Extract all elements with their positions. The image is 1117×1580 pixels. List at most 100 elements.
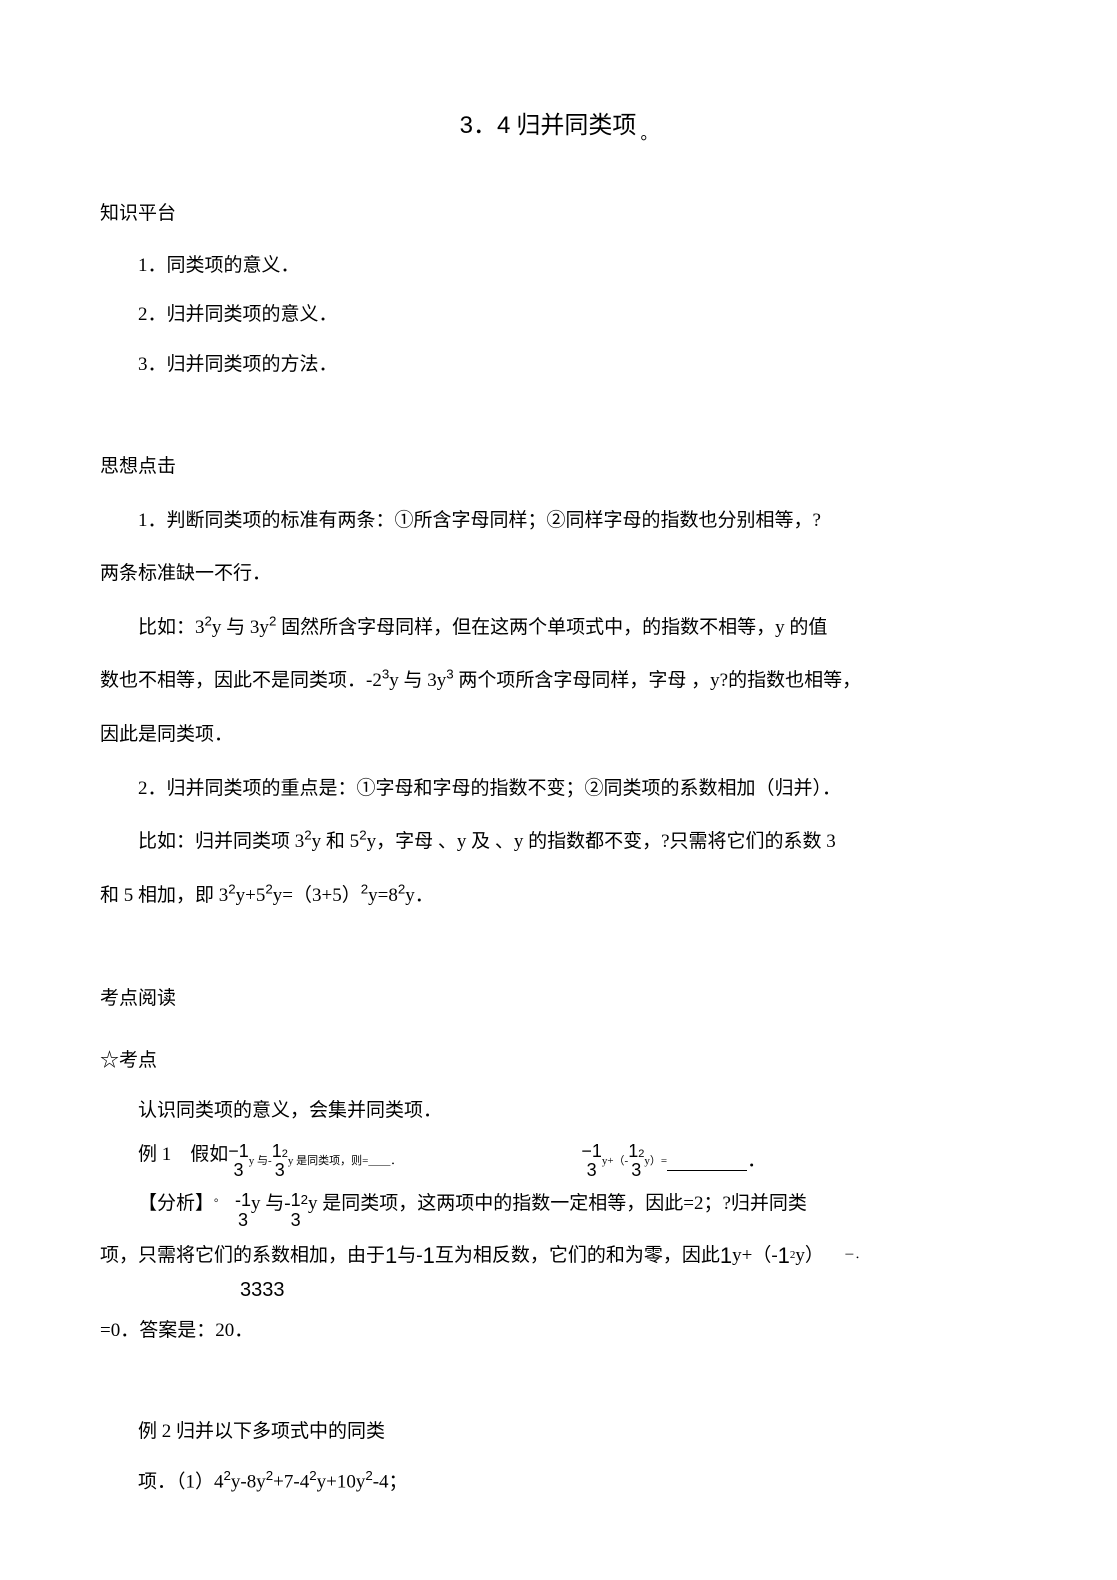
num: 1 [628, 1141, 638, 1161]
paragraph: 两条标准缺一不行． [100, 551, 1017, 597]
fraction: 12 3 [272, 1142, 288, 1182]
list-item: 1．同类项的意义． [100, 245, 1017, 287]
fraction: 12 3 [628, 1142, 644, 1182]
text: 两个项所含字母同样，字母 ，y?的指数也相等， [454, 670, 861, 691]
text: -4； [373, 1471, 408, 1492]
paragraph: 和 5 相加，即 32y+52y=（3+5）2y=82y． [100, 873, 1017, 919]
den: 3 [272, 1161, 288, 1181]
text: y=（3+5） [273, 885, 361, 906]
den: 3 [228, 1161, 249, 1181]
title-number: 3．4 [460, 112, 511, 139]
dot-icon: 。 [214, 1191, 225, 1206]
superscript: 2 [365, 1468, 372, 1483]
num: -1 [235, 1191, 251, 1211]
superscript: 2 [205, 613, 212, 628]
page: 3．4 归并同类项 。 知识平台 1．同类项的意义． 2．归并同类项的意义． 3… [0, 0, 1117, 1571]
tiny-text: y）= [644, 1154, 667, 1169]
fraction: 1 3 [291, 1191, 301, 1231]
den: 3 [235, 1211, 251, 1231]
paragraph: 数也不相等，因此不是同类项．-23y 与 3y3 两个项所含字母同样，字母 ，y… [100, 658, 1017, 704]
superscript: 3 [446, 667, 453, 682]
minus: − [228, 1141, 239, 1161]
example-2-line2: 项．（1）42y-8y2+7-42y+10y2-4； [100, 1461, 1017, 1503]
text: 1．判断同类项的标准有两条：①所含字母同样；②同样字母的指数也分别相等，? [138, 510, 821, 531]
text: 两条标准缺一不行． [100, 563, 271, 584]
paragraph: 1．判断同类项的标准有两条：①所含字母同样；②同样字母的指数也分别相等，? [100, 498, 1017, 544]
title-suffix: 。 [636, 124, 657, 143]
text: y 与 3y [389, 670, 446, 691]
text: y 与 3y [212, 617, 269, 638]
text: y+5 [236, 885, 266, 906]
text: y 和 5 [312, 831, 360, 852]
num: 1 [423, 1241, 435, 1272]
tiny-text: y+（- [602, 1154, 628, 1169]
text: y=8 [368, 885, 398, 906]
text: 项，只需将它们的系数相加，由于 [100, 1243, 385, 1270]
superscript: 2 [309, 1468, 316, 1483]
text: －． [844, 1248, 866, 1263]
example-1-row: 例 1 假如 −1 3 y 与- 12 3 y 是同类项，则=____． −1 … [100, 1142, 1017, 1182]
paragraph: 比如：32y 与 3y2 固然所含字母同样，但在这两个单项式中，的指数不相等，y… [100, 605, 1017, 651]
text: y+10y [317, 1471, 366, 1492]
section-heading-knowledge: 知识平台 [100, 193, 1017, 235]
num: 1 [272, 1141, 282, 1161]
text: y） [795, 1243, 824, 1270]
analysis-label: 【分析】 [138, 1191, 214, 1218]
superscript: 2 [265, 881, 272, 896]
minus: − [581, 1141, 592, 1161]
text: y+（- [732, 1243, 778, 1270]
intro-text: 认识同类项的意义，会集并同类项． [100, 1090, 1017, 1132]
page-title: 3．4 归并同类项 。 [100, 100, 1017, 153]
text: 项．（1）4 [138, 1471, 224, 1492]
text: +7-4 [273, 1471, 309, 1492]
list-item: 3．归并同类项的方法． [100, 344, 1017, 386]
continuation-row: 项，只需将它们的系数相加，由于 1 与- 1 互为相反数，它们的和为零，因此 1… [100, 1241, 1017, 1272]
superscript: 2 [304, 828, 311, 843]
text: y-8y [231, 1471, 266, 1492]
text: 数也不相等，因此不是同类项．-2 [100, 670, 382, 691]
den: 3 [291, 1211, 301, 1231]
text: 与- [397, 1243, 422, 1270]
example-2-line1: 例 2 归并以下多项式中的同类 [100, 1411, 1017, 1453]
text: 固然所含字母同样，但在这两个单项式中，的指数不相等，y 的值 [276, 617, 827, 638]
paragraph: 因此是同类项． [100, 712, 1017, 758]
den: 3 [581, 1161, 602, 1181]
title-text: 归并同类项 [510, 113, 636, 139]
text: 2．归并同类项的重点是：①字母和字母的指数不变；②同类项的系数相加（归并）． [138, 778, 841, 799]
text: 和 5 相加，即 3 [100, 885, 228, 906]
section-heading-exam: 考点阅读 [100, 978, 1017, 1020]
tiny-text: y 是同类项，则=____． [288, 1154, 401, 1169]
num: 1 [385, 1241, 397, 1272]
list-item: 2．归并同类项的意义． [100, 294, 1017, 336]
tiny-text: y 与- [249, 1154, 272, 1169]
num: 1 [592, 1141, 602, 1161]
text: 互为相反数，它们的和为零，因此 [435, 1243, 720, 1270]
section-heading-thought: 思想点击 [100, 446, 1017, 488]
text: y 是同类项，这两项中的指数一定相等，因此=2；?归并同类 [308, 1191, 807, 1218]
num: 1 [239, 1141, 249, 1161]
text: y，字母 、y 及 、y 的指数都不变，?只需将它们的系数 3 [367, 831, 836, 852]
paragraph: 比如：归并同类项 32y 和 52y，字母 、y 及 、y 的指数都不变，?只需… [100, 819, 1017, 865]
answer-line: =0．答案是：20． [100, 1308, 1017, 1354]
fraction: −1 3 [228, 1142, 249, 1182]
superscript: 2 [359, 828, 366, 843]
superscript: 2 [301, 1191, 308, 1210]
paragraph: 2．归并同类项的重点是：①字母和字母的指数不变；②同类项的系数相加（归并）． [100, 766, 1017, 812]
den: 3 [628, 1161, 644, 1181]
text: 因此是同类项． [100, 724, 233, 745]
text: 比如：3 [138, 617, 205, 638]
text: y 与- [251, 1191, 291, 1218]
analysis-row: 【分析】 。 -1 3 y 与- 1 3 2 y 是同类项，这两项中的指数一定相… [100, 1191, 1017, 1231]
superscript: 2 [228, 881, 235, 896]
num: 1 [778, 1241, 790, 1272]
num: 1 [291, 1191, 301, 1211]
denominator-row: 3333 [100, 1280, 1017, 1300]
star-point: ☆考点 [100, 1040, 1017, 1082]
text: 比如：归并同类项 3 [138, 831, 304, 852]
num: 1 [720, 1241, 732, 1272]
superscript: 2 [224, 1468, 231, 1483]
blank-line [667, 1151, 747, 1171]
fraction: −1 3 [581, 1142, 602, 1182]
dot: ． [747, 1148, 766, 1175]
text: y． [405, 885, 434, 906]
